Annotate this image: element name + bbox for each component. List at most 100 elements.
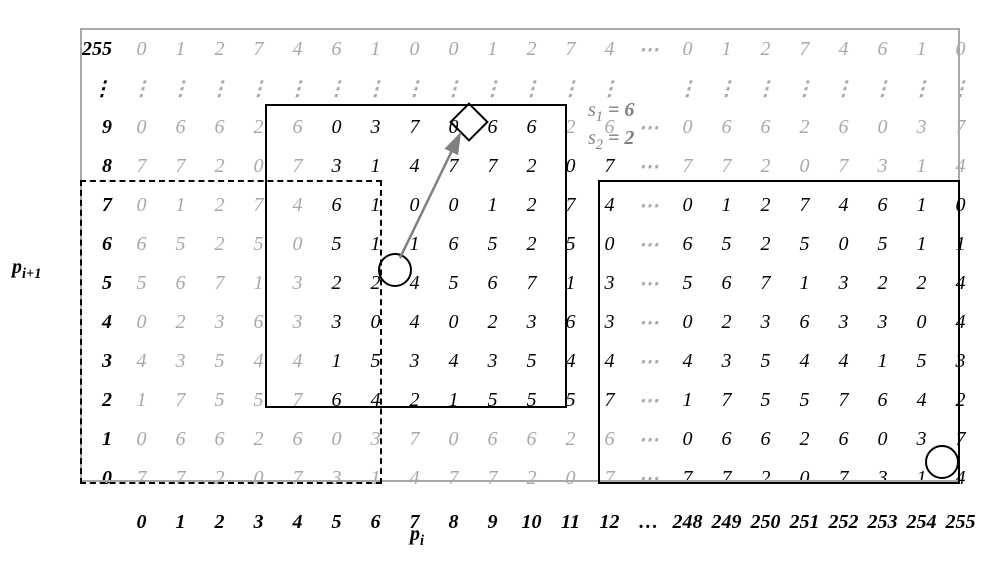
- col-header: 12: [590, 498, 629, 542]
- cell: ⋯: [629, 30, 668, 69]
- x-axis-label: pi: [410, 523, 424, 550]
- cell: 1: [902, 186, 941, 225]
- cell: 0: [785, 459, 824, 498]
- cell: 6: [434, 225, 473, 264]
- cell: 6: [707, 264, 746, 303]
- cell: 3: [317, 303, 356, 342]
- col-header: 9: [473, 498, 512, 542]
- cell: 2: [239, 108, 278, 147]
- cell: 0: [122, 420, 161, 459]
- cell: 5: [512, 381, 551, 420]
- row-header: 5: [74, 264, 122, 303]
- cell: 6: [161, 108, 200, 147]
- cell: ⋮: [278, 69, 317, 108]
- cell: 5: [551, 225, 590, 264]
- cell: 3: [590, 264, 629, 303]
- cell: 3: [356, 108, 395, 147]
- cell: 3: [356, 420, 395, 459]
- cell: 3: [707, 342, 746, 381]
- cell: 6: [824, 108, 863, 147]
- cell: 7: [590, 381, 629, 420]
- cell: 1: [551, 264, 590, 303]
- cell: 6: [161, 264, 200, 303]
- cell: 3: [473, 342, 512, 381]
- row-header: 3: [74, 342, 122, 381]
- cell: ⋮: [707, 69, 746, 108]
- cell: 0: [941, 30, 980, 69]
- cell: 4: [395, 147, 434, 186]
- col-header: 248: [668, 498, 707, 542]
- cell: 0: [824, 225, 863, 264]
- cell: 6: [317, 186, 356, 225]
- cell: 7: [707, 459, 746, 498]
- cell: 0: [434, 30, 473, 69]
- cell: 5: [746, 381, 785, 420]
- cell: 3: [863, 147, 902, 186]
- cell: 1: [161, 30, 200, 69]
- cell: 3: [590, 303, 629, 342]
- cell: 4: [590, 30, 629, 69]
- cell: 4: [122, 342, 161, 381]
- cell: 0: [668, 186, 707, 225]
- cell: 4: [395, 459, 434, 498]
- matrix-table: 2550127461001274⋯01274610⋮⋮⋮⋮⋮⋮⋮⋮⋮⋮⋮⋮⋮⋮⋮…: [74, 30, 980, 542]
- cell: ⋮: [395, 69, 434, 108]
- cell: 1: [161, 186, 200, 225]
- cell: 1: [122, 381, 161, 420]
- cell: 5: [200, 381, 239, 420]
- cell: 4: [395, 264, 434, 303]
- col-header: 250: [746, 498, 785, 542]
- cell: 7: [434, 147, 473, 186]
- cell: 7: [941, 420, 980, 459]
- cell: 1: [902, 30, 941, 69]
- cell: 1: [668, 381, 707, 420]
- cell: 5: [356, 342, 395, 381]
- cell: 0: [941, 186, 980, 225]
- cell: 2: [746, 186, 785, 225]
- cell: 3: [512, 303, 551, 342]
- cell: 6: [785, 303, 824, 342]
- cell: 2: [746, 147, 785, 186]
- cell: 7: [200, 264, 239, 303]
- cell: ⋯: [629, 381, 668, 420]
- cell: 2: [512, 147, 551, 186]
- cell: ⋮: [317, 69, 356, 108]
- cell: 4: [824, 186, 863, 225]
- cell: 1: [941, 225, 980, 264]
- col-header: 6: [356, 498, 395, 542]
- cell: 0: [434, 420, 473, 459]
- cell: 7: [395, 108, 434, 147]
- cell: 0: [668, 420, 707, 459]
- cell: 2: [473, 303, 512, 342]
- cell: 0: [278, 225, 317, 264]
- cell: 5: [317, 225, 356, 264]
- cell: 4: [590, 342, 629, 381]
- cell: 7: [473, 147, 512, 186]
- cell: 7: [278, 459, 317, 498]
- cell: 2: [863, 264, 902, 303]
- cell: 4: [590, 186, 629, 225]
- cell: 1: [356, 147, 395, 186]
- cell: 4: [902, 381, 941, 420]
- cell: ⋯: [629, 186, 668, 225]
- cell: 0: [434, 108, 473, 147]
- cell: 6: [317, 381, 356, 420]
- cell: 0: [551, 147, 590, 186]
- row-header: 7: [74, 186, 122, 225]
- cell: 6: [551, 303, 590, 342]
- cell: ⋮: [356, 69, 395, 108]
- cell: 1: [356, 459, 395, 498]
- col-header: 253: [863, 498, 902, 542]
- cell: 7: [824, 147, 863, 186]
- cell: 2: [785, 420, 824, 459]
- cell: 7: [122, 459, 161, 498]
- cell: 7: [278, 147, 317, 186]
- col-header: 252: [824, 498, 863, 542]
- cell: 1: [395, 225, 434, 264]
- cell: 5: [863, 225, 902, 264]
- cell: 3: [395, 342, 434, 381]
- cell: 5: [200, 342, 239, 381]
- row-header: 0: [74, 459, 122, 498]
- col-header: 5: [317, 498, 356, 542]
- cell: 7: [590, 459, 629, 498]
